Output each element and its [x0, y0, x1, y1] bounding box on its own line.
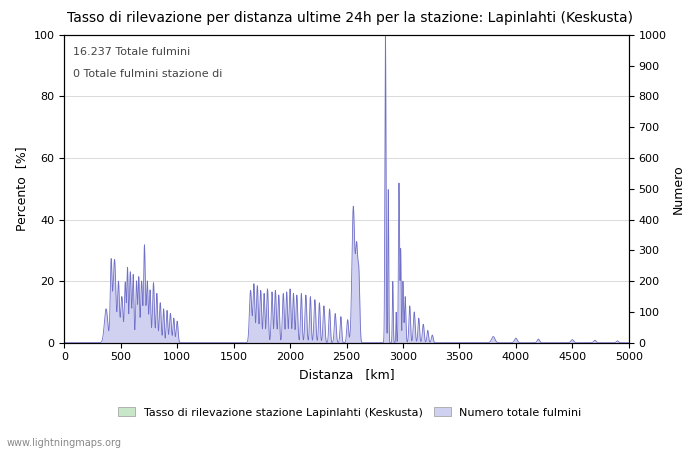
Text: 0 Totale fulmini stazione di: 0 Totale fulmini stazione di: [73, 69, 222, 79]
Y-axis label: Numero: Numero: [672, 164, 685, 214]
Y-axis label: Percento  [%]: Percento [%]: [15, 146, 28, 231]
Text: Tasso di rilevazione per distanza ultime 24h per la stazione: Lapinlahti (Keskus: Tasso di rilevazione per distanza ultime…: [67, 11, 633, 25]
X-axis label: Distanza   [km]: Distanza [km]: [299, 368, 394, 381]
Legend: Tasso di rilevazione stazione Lapinlahti (Keskusta), Numero totale fulmini: Tasso di rilevazione stazione Lapinlahti…: [114, 403, 586, 422]
Text: www.lightningmaps.org: www.lightningmaps.org: [7, 438, 122, 448]
Text: 16.237 Totale fulmini: 16.237 Totale fulmini: [73, 47, 190, 57]
